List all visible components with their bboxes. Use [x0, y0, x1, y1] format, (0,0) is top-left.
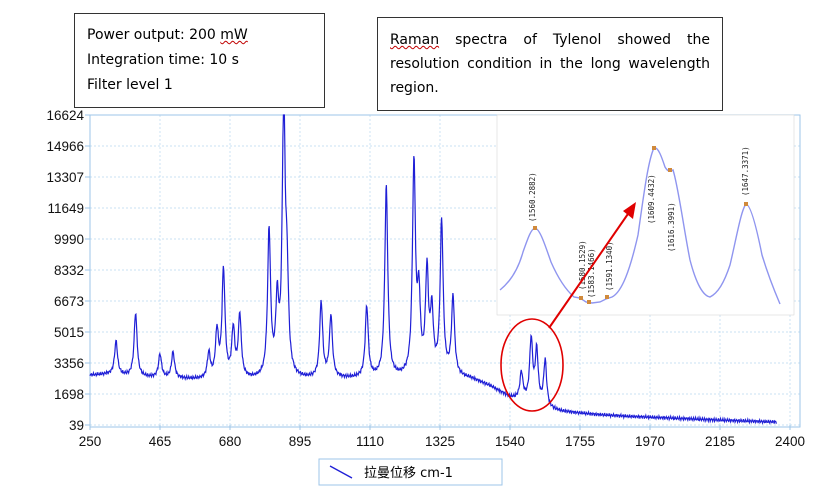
x-tick-label: 895 [289, 434, 312, 449]
caption-note: Raman spectra of Tylenol showed the reso… [377, 17, 723, 111]
y-tick-label: 39 [69, 418, 84, 433]
x-tick-label: 2185 [705, 434, 735, 449]
y-tick-label: 14966 [46, 139, 84, 154]
legend-box [318, 458, 503, 486]
highlight-ellipse [500, 318, 564, 412]
peak-label: (1591.1340) [605, 241, 614, 291]
peak-label: (1583.1466) [587, 248, 596, 298]
power-output-unit: mW [220, 27, 248, 43]
y-tick-label: 13307 [46, 170, 84, 185]
y-tick-label: 8332 [54, 263, 84, 278]
y-tick-label: 16624 [46, 108, 84, 123]
x-tick-label: 680 [219, 434, 242, 449]
inset-peak-markers [533, 146, 748, 304]
y-tick-label: 11649 [47, 201, 84, 216]
peak-label: (1560.2882) [528, 172, 537, 222]
x-tick-label: 1110 [356, 434, 384, 449]
peak-label: (1647.3371) [741, 146, 750, 196]
y-tick-label: 1698 [54, 387, 84, 402]
filter-level-line: Filter level 1 [87, 77, 173, 93]
peak-label: (1609.4432) [647, 174, 656, 224]
inset-zoom: (1560.2882) (1580.1529) (1583.1466) (1591.1… [496, 114, 795, 316]
spectrum-line [89, 114, 778, 426]
highlight-arrow-line [548, 210, 631, 329]
integration-time-line: Integration time: 10 s [87, 52, 239, 68]
settings-note: Power output: 200 mW Integration time: 1… [74, 13, 325, 108]
x-tick-label: 1540 [495, 434, 525, 449]
peak-marker [587, 300, 591, 304]
x-tick-label: 1325 [425, 434, 455, 449]
legend-line-icon [329, 465, 353, 479]
x-tick-label: 465 [149, 434, 172, 449]
x-tick-label: 1970 [635, 434, 665, 449]
plot-frame-border [89, 114, 801, 428]
peak-label: (1580.1529) [578, 240, 587, 290]
inset-panel [496, 114, 795, 316]
peak-marker [668, 168, 672, 172]
y-tick-label: 5015 [54, 325, 84, 340]
peak-label: (1616.3991) [667, 202, 676, 252]
power-output-label: Power output: 200 [87, 27, 221, 43]
inset-spectrum-line [499, 147, 781, 305]
peak-marker [652, 146, 656, 150]
y-tick-label: 6673 [54, 294, 84, 309]
peak-marker [579, 296, 583, 300]
peak-marker [605, 295, 609, 299]
y-tick-label: 3356 [54, 356, 84, 371]
x-tick-label: 250 [79, 434, 102, 449]
peak-marker [533, 226, 537, 230]
caption-first-word: Raman [390, 32, 440, 48]
peak-marker [744, 202, 748, 206]
caption-rest: spectra of Tylenol showed the resolution… [390, 32, 710, 96]
y-tick-label: 9990 [54, 232, 84, 247]
legend-label: 拉曼位移 cm-1 [364, 466, 453, 481]
x-tick-label: 2400 [775, 434, 805, 449]
inset-peak-labels: (1560.2882) (1580.1529) (1583.1466) (1591.1… [528, 146, 750, 298]
power-output-line: Power output: 200 mW [87, 23, 312, 48]
y-axis-ticks: 39 1698 3356 5015 6673 8332 9990 11649 13307 1496… [46, 108, 90, 433]
x-axis-ticks: 250 465 680 895 1110 1325 1540 1755 1970 2185 2400 [79, 425, 805, 449]
x-tick-label: 1755 [565, 434, 595, 449]
legend: 拉曼位移 cm-1 [318, 458, 503, 486]
arrow-head-icon [623, 202, 636, 219]
